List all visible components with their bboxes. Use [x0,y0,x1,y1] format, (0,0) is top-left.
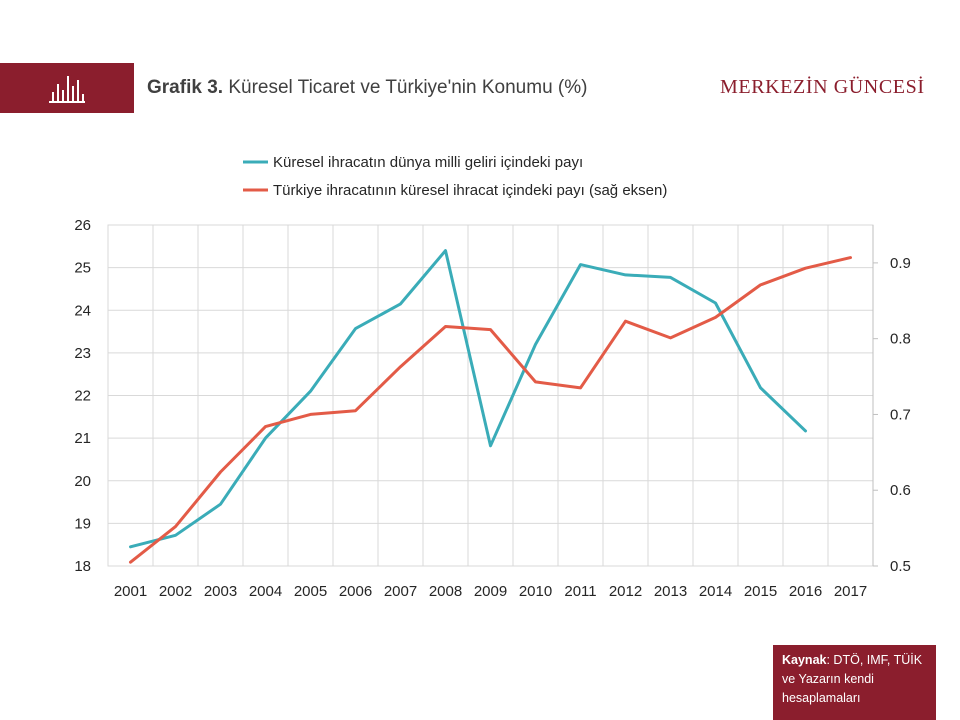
left-tick-label: 26 [74,217,91,234]
x-tick-label: 2015 [744,583,777,600]
left-tick-label: 25 [74,260,91,277]
brand-logo: MERKEZİN GÜNCESİ [720,76,925,98]
chart-axes: 18 19 20 21 22 23 24 25 26 2001 2002 2003 2004 2005 20… [74,217,911,600]
x-tick-label: 2013 [654,583,687,600]
left-tick-label: 22 [74,388,91,405]
x-tick-label: 2016 [789,583,822,600]
x-tick-label: 2005 [294,583,327,600]
x-tick-label: 2010 [519,583,552,600]
source-text: : DTÖ, IMF, TÜİK ve Yazarın kendi hesapl… [782,653,923,705]
x-tick-label: 2002 [159,583,192,600]
legend-label-2: Türkiye ihracatının küresel ihracat için… [273,182,667,199]
x-tick-label: 2011 [564,583,596,600]
x-tick-label: 2003 [204,583,237,600]
left-tick-label: 19 [74,515,91,532]
left-tick-label: 24 [74,302,91,319]
left-tick-label: 21 [74,430,91,447]
source-note: Kaynak: DTÖ, IMF, TÜİK ve Yazarın kendi … [773,645,936,720]
x-tick-label: 2012 [609,583,642,600]
chart-legend: Küresel ihracatın dünya milli geliri içi… [243,154,667,199]
title-bold: Grafik 3. [147,77,224,98]
header-icon-box [0,63,134,113]
x-tick-label: 2007 [384,583,417,600]
series-line-1 [129,249,807,549]
x-tick-label: 2008 [429,583,462,600]
right-tick-label: 0.6 [890,482,911,499]
series-layer [129,249,852,564]
page-title: Grafik 3. Küresel Ticaret ve Türkiye'nin… [147,77,587,99]
left-tick-label: 23 [74,345,91,362]
bar-chart-icon [49,76,85,103]
left-tick-label: 20 [74,473,91,490]
right-tick-label: 0.8 [890,331,911,348]
x-tick-label: 2017 [834,583,867,600]
x-tick-label: 2014 [699,583,732,600]
chart-grid [107,224,874,567]
series-line-2 [129,256,852,564]
right-tick-label: 0.5 [890,558,911,575]
legend-label-1: Küresel ihracatın dünya milli geliri içi… [273,154,583,171]
right-tick-label: 0.7 [890,406,911,423]
left-tick-label: 18 [74,558,91,575]
right-tick-label: 0.9 [890,255,911,272]
x-tick-label: 2001 [114,583,147,600]
x-tick-label: 2006 [339,583,372,600]
source-label: Kaynak [782,653,827,667]
x-tick-label: 2004 [249,583,282,600]
x-tick-label: 2009 [474,583,507,600]
title-text: Küresel Ticaret ve Türkiye'nin Konumu (%… [223,77,588,98]
